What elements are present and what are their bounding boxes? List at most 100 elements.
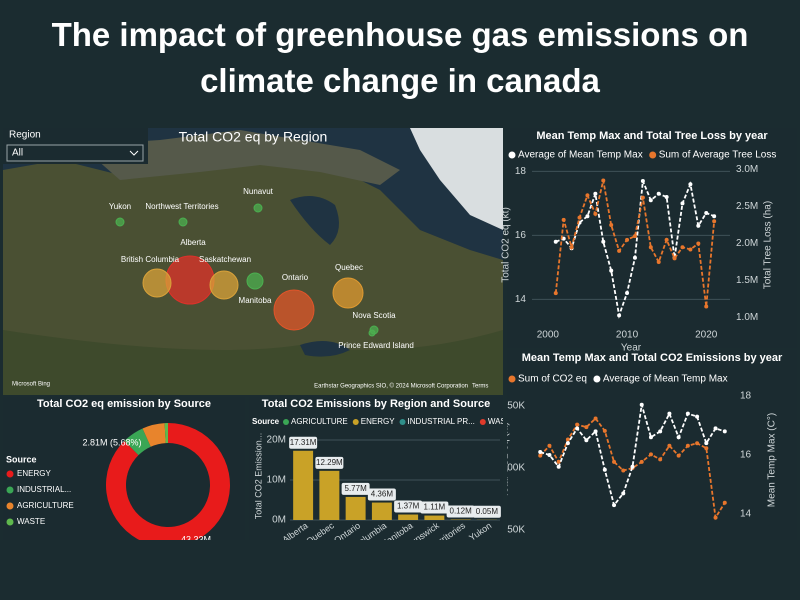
data-point	[722, 429, 727, 434]
donut-slice	[164, 423, 168, 444]
region-bubble	[178, 217, 188, 227]
data-point	[713, 515, 718, 520]
land	[80, 130, 400, 185]
y-tick-label: 14	[515, 294, 527, 305]
data-point	[547, 443, 552, 448]
data-point	[601, 239, 606, 244]
data-point	[685, 411, 690, 416]
map-attribution: Earthstar Geographics SIO, © 2024 Micros…	[314, 383, 468, 390]
data-point	[688, 182, 693, 187]
region-label: Ontario	[282, 273, 309, 282]
legend-title: Source	[252, 417, 280, 426]
x-axis-label: Year	[621, 343, 642, 354]
great-lakes	[300, 341, 350, 357]
land	[3, 330, 503, 395]
data-point	[704, 211, 709, 215]
y-tick-label: 700K	[502, 463, 526, 474]
chart-title: Total CO2 Emissions by Region and Source	[262, 398, 490, 410]
slicer-dropdown[interactable]	[6, 144, 144, 162]
data-point	[658, 457, 663, 462]
y2-tick-label: 14	[740, 509, 752, 520]
data-point	[648, 198, 653, 203]
data-point	[639, 402, 644, 407]
slicer-label: Region	[9, 130, 41, 141]
y2-tick-label: 2.5M	[736, 201, 758, 212]
data-label: 17.31M	[290, 438, 317, 447]
donut-slice	[142, 423, 166, 447]
data-point	[584, 425, 589, 430]
data-point	[648, 452, 653, 457]
y-axis-label: Total CO2 eq (kt)	[501, 207, 512, 283]
data-point	[630, 464, 635, 469]
data-line	[554, 180, 716, 307]
data-point	[617, 248, 622, 253]
data-label: 4.36M	[371, 490, 394, 499]
bar	[398, 514, 419, 520]
data-point	[648, 435, 653, 440]
data-point	[547, 452, 552, 457]
data-point	[632, 234, 637, 239]
bar	[293, 450, 314, 520]
legend-swatch	[399, 419, 406, 425]
label-box	[341, 482, 370, 495]
region-bubble	[209, 270, 239, 300]
y2-tick-label: 1.5M	[736, 275, 758, 286]
donut-slice	[124, 428, 151, 456]
region-bubble	[368, 329, 376, 337]
label-box	[420, 501, 449, 514]
y-axis-label: Total CO2 eq (kt)	[500, 422, 511, 498]
data-point	[695, 441, 700, 446]
panel	[507, 350, 797, 540]
data-line	[539, 417, 726, 521]
data-point	[575, 422, 580, 427]
data-label: 5.77M	[345, 484, 368, 493]
legend-swatch	[649, 151, 657, 159]
region-label: Northwest Territories	[145, 202, 218, 211]
y-tick-label: 0M	[272, 515, 286, 526]
label-box	[394, 500, 423, 513]
data-point	[656, 191, 661, 196]
y-axis-label: Total CO2 Emission...	[253, 433, 263, 520]
legend-swatch	[479, 419, 486, 425]
chart-title: Mean Temp Max and Total CO2 Emissions by…	[522, 352, 783, 364]
chart-title: Mean Temp Max and Total Tree Loss by yea…	[536, 130, 768, 142]
data-point	[602, 467, 607, 472]
label-box	[289, 436, 318, 449]
data-point	[609, 268, 614, 273]
data-point	[593, 429, 598, 434]
map-terms[interactable]: Terms	[472, 384, 488, 390]
legend-label: INDUSTRIAL PR...	[408, 417, 475, 426]
legend-title: Source	[6, 454, 37, 464]
data-point	[696, 241, 701, 246]
region-label: British Columbia	[121, 255, 180, 264]
data-point	[556, 464, 561, 469]
data-point	[672, 256, 677, 261]
y2-tick-label: 3.0M	[736, 164, 758, 175]
label-box	[315, 456, 344, 469]
region-label: Nova Scotia	[352, 311, 396, 320]
data-point	[664, 195, 669, 199]
region-bubble	[273, 289, 315, 331]
data-line	[539, 404, 726, 508]
region-bubble	[142, 268, 172, 298]
map-bubbles: Yukon Northwest Territories Nunavut Alberta…	[109, 187, 414, 350]
hudson-bay	[290, 196, 339, 245]
data-point	[556, 459, 561, 464]
data-label: 12.29M	[316, 458, 343, 467]
tree-loss-chart: Mean Temp Max and Total Tree Loss by yea…	[501, 130, 777, 354]
data-point	[632, 255, 637, 260]
data-label: 2.81M (5.68%)	[82, 437, 141, 447]
data-point	[685, 443, 690, 448]
y2-tick-label: 16	[740, 450, 752, 461]
data-point	[584, 438, 589, 443]
slicer-value[interactable]: All	[12, 148, 23, 159]
data-point	[538, 453, 543, 458]
data-point	[648, 245, 653, 250]
x-tick-label: 2020	[695, 330, 718, 341]
data-point	[712, 219, 717, 224]
data-point	[617, 313, 622, 318]
data-point	[565, 441, 570, 446]
data-point	[664, 237, 669, 242]
region-bubble	[253, 203, 263, 213]
